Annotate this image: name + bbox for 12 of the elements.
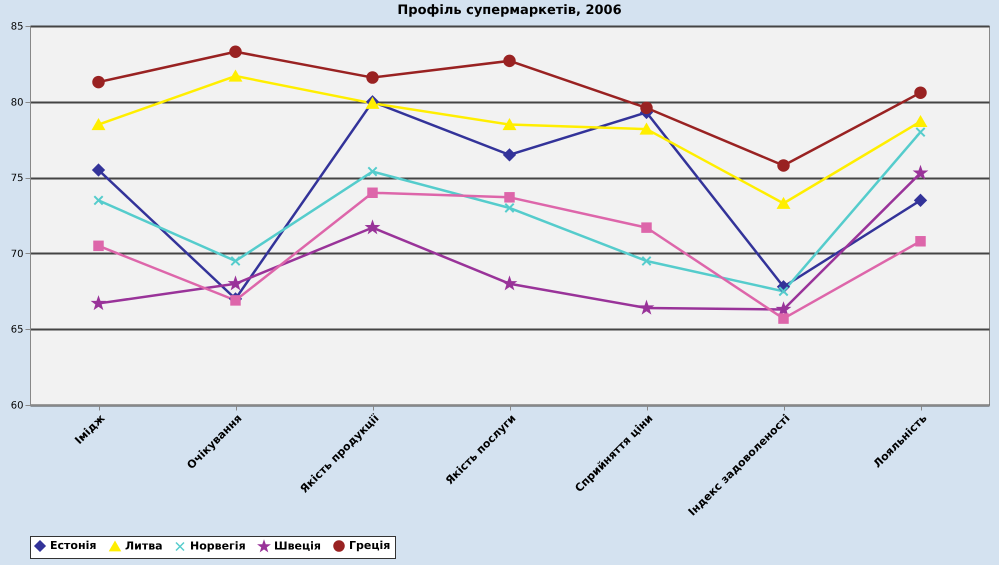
legend-label: Литва (125, 539, 163, 552)
y-tick-label: 70 (10, 248, 24, 260)
legend-label: Швеція (274, 539, 321, 552)
legend-label: Греція (349, 539, 390, 552)
legend-label: Норвегія (190, 540, 246, 552)
legend-label: Естонія (50, 539, 96, 552)
y-tick-label: 75 (10, 173, 24, 184)
y-tick-label: 65 (10, 324, 24, 336)
y-tick-label: 60 (10, 400, 24, 412)
y-tick-label: 80 (10, 97, 24, 108)
chart-title: Профіль супермаркетів, 2006 (397, 3, 622, 18)
y-tick-label: 85 (10, 22, 24, 32)
